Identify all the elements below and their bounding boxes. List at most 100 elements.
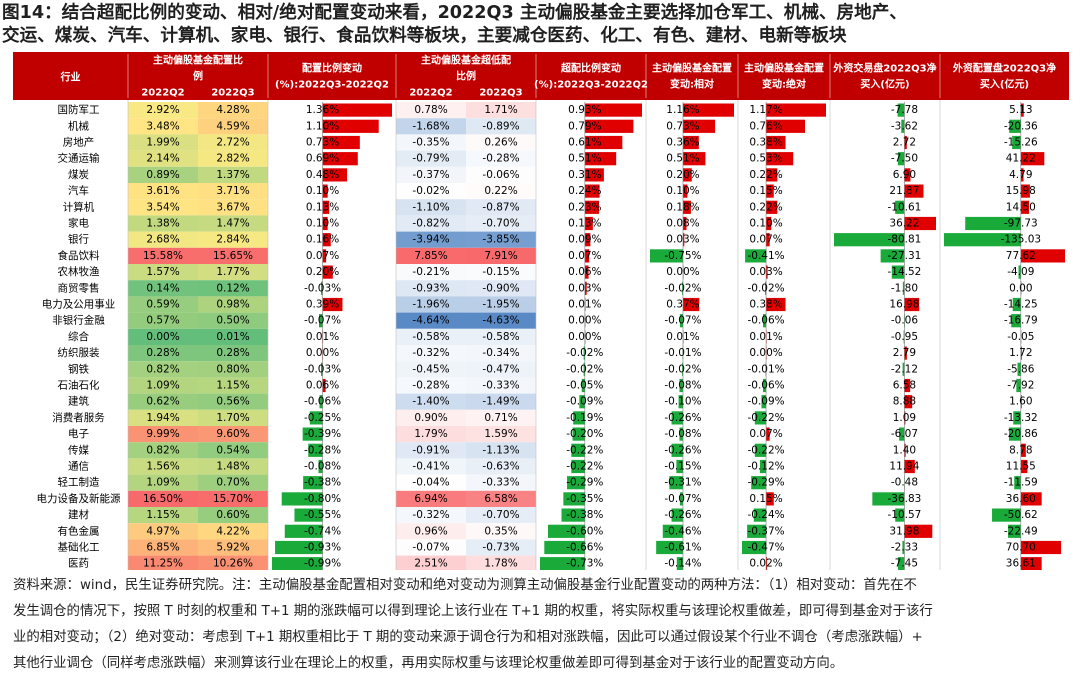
overweight-q3-cell bbox=[466, 247, 536, 264]
absolute-change-bar bbox=[766, 492, 774, 506]
foreign-trading-bar bbox=[897, 152, 905, 166]
weight-q3-value: 2.72% bbox=[216, 137, 249, 149]
weight-q3-value: 4.28% bbox=[216, 104, 249, 116]
weight-q2-value: 1.56% bbox=[146, 461, 179, 473]
overweight-change-bar bbox=[581, 378, 585, 393]
overweight-change-label: 0.00% bbox=[568, 331, 601, 343]
overweight-change-label: 0.23% bbox=[568, 201, 601, 213]
foreign-trading-bar bbox=[904, 524, 933, 538]
weight-change-label: -0.80% bbox=[304, 493, 341, 505]
overweight-change-bar bbox=[571, 443, 585, 457]
foreign-trading-label: 2.79 bbox=[893, 347, 916, 359]
weight-q3-cell bbox=[198, 215, 268, 232]
overweight-change-label: 0.31% bbox=[568, 169, 601, 181]
overweight-q2-value: 0.90% bbox=[414, 412, 447, 424]
row-industry: 有色金属 bbox=[58, 524, 100, 537]
row-industry: 非银行金融 bbox=[52, 314, 105, 327]
row-industry: 食品饮料 bbox=[58, 249, 100, 262]
relative-change-label: -0.01% bbox=[664, 347, 701, 359]
overweight-change-bar bbox=[561, 508, 585, 522]
overweight-change-label: -0.19% bbox=[566, 412, 603, 424]
foreign-trading-bar bbox=[880, 249, 905, 263]
header-overweight-q3: 2022Q3 bbox=[479, 88, 522, 99]
overweight-q3-value: 7.91% bbox=[484, 250, 517, 262]
weight-q3-value: 1.48% bbox=[216, 461, 249, 473]
relative-change-bar bbox=[676, 557, 683, 570]
overweight-q2-cell bbox=[396, 150, 466, 167]
weight-q3-cell bbox=[198, 458, 268, 475]
overweight-q3-cell bbox=[466, 539, 536, 556]
weight-q3-cell bbox=[198, 377, 268, 394]
overweight-change-label: -0.05% bbox=[566, 380, 603, 392]
weight-change-label: 1.10% bbox=[306, 120, 339, 132]
relative-change-bar bbox=[679, 314, 683, 328]
absolute-change-bar bbox=[754, 443, 767, 457]
overweight-q2-cell bbox=[396, 523, 466, 540]
overweight-change-label: 0.93% bbox=[568, 104, 601, 116]
weight-q3-value: 1.77% bbox=[216, 266, 249, 278]
foreign-allocation-bar bbox=[1008, 427, 1021, 441]
overweight-change-label: -0.66% bbox=[566, 542, 603, 554]
weight-q2-cell bbox=[128, 555, 198, 570]
weight-q3-value: 1.37% bbox=[216, 169, 249, 181]
overweight-q3-value: -0.70% bbox=[482, 218, 519, 230]
overweight-change-bar bbox=[584, 216, 593, 231]
overweight-q2-value: -0.41% bbox=[412, 461, 449, 473]
header-overweight-cont: 比例 bbox=[456, 70, 476, 83]
overweight-change-bar bbox=[584, 103, 642, 117]
overweight-q3-cell bbox=[466, 280, 536, 297]
absolute-change-bar bbox=[766, 168, 778, 182]
overweight-q3-value: -0.33% bbox=[482, 477, 519, 489]
overweight-change-bar bbox=[579, 395, 585, 409]
foreign-allocation-label: -22.49 bbox=[1004, 525, 1038, 537]
relative-change-label: 0.18% bbox=[666, 201, 699, 213]
weight-q2-value: 0.89% bbox=[146, 169, 179, 181]
overweight-q2-value: -0.79% bbox=[412, 153, 449, 165]
weight-change-bar bbox=[319, 395, 323, 409]
foreign-trading-label: -10.57 bbox=[888, 509, 922, 521]
row-industry: 交通运输 bbox=[58, 152, 100, 165]
absolute-change-bar bbox=[759, 459, 767, 474]
weight-q2-cell bbox=[128, 296, 198, 313]
weight-q3-value: 9.60% bbox=[216, 428, 249, 440]
relative-change-label: -0.08% bbox=[664, 380, 701, 392]
overweight-q3-cell bbox=[466, 345, 536, 362]
overweight-change-bar bbox=[584, 119, 634, 133]
overweight-q2-value: -1.10% bbox=[412, 201, 449, 213]
overweight-q2-cell bbox=[396, 539, 466, 556]
foreign-trading-label: -0.06 bbox=[891, 315, 918, 327]
weight-q3-cell bbox=[198, 118, 268, 135]
overweight-q3-cell bbox=[466, 199, 536, 216]
overweight-q3-cell bbox=[466, 409, 536, 426]
overweight-q2-cell bbox=[396, 555, 466, 570]
weight-q2-value: 2.92% bbox=[146, 104, 179, 116]
table-header-bg bbox=[13, 52, 1069, 100]
overweight-change-bar bbox=[571, 459, 585, 474]
weight-q2-cell bbox=[128, 361, 198, 378]
weight-q2-value: 1.38% bbox=[146, 218, 179, 230]
overweight-q3-cell bbox=[466, 490, 536, 507]
weight-q3-cell bbox=[198, 474, 268, 491]
header-weight-change-sub: (%):2022Q3-2022Q2 bbox=[275, 80, 389, 91]
foreign-allocation-label: -97.73 bbox=[1004, 218, 1038, 230]
overweight-q2-cell bbox=[396, 490, 466, 507]
overweight-q2-cell bbox=[396, 361, 466, 378]
foreign-allocation-bar bbox=[1020, 443, 1026, 457]
weight-q3-cell bbox=[198, 199, 268, 216]
overweight-change-label: 0.61% bbox=[568, 137, 601, 149]
overweight-q2-cell bbox=[396, 409, 466, 426]
weight-change-label: -0.39% bbox=[304, 428, 341, 440]
overweight-q3-value: -0.47% bbox=[482, 363, 519, 375]
overweight-change-label: -0.38% bbox=[566, 509, 603, 521]
weight-q2-value: 1.94% bbox=[146, 412, 179, 424]
weight-q2-value: 0.57% bbox=[146, 315, 179, 327]
relative-change-label: 0.01% bbox=[666, 331, 699, 343]
overweight-q2-value: -0.82% bbox=[412, 218, 449, 230]
foreign-allocation-label: 11.55 bbox=[1006, 461, 1036, 473]
weight-change-bar bbox=[322, 119, 379, 133]
relative-change-label: -0.26% bbox=[664, 509, 701, 521]
weight-change-label: -0.38% bbox=[304, 477, 341, 489]
weight-change-bar bbox=[272, 557, 323, 570]
foreign-allocation-label: 41.22 bbox=[1006, 153, 1036, 165]
absolute-change-bar bbox=[742, 540, 767, 555]
